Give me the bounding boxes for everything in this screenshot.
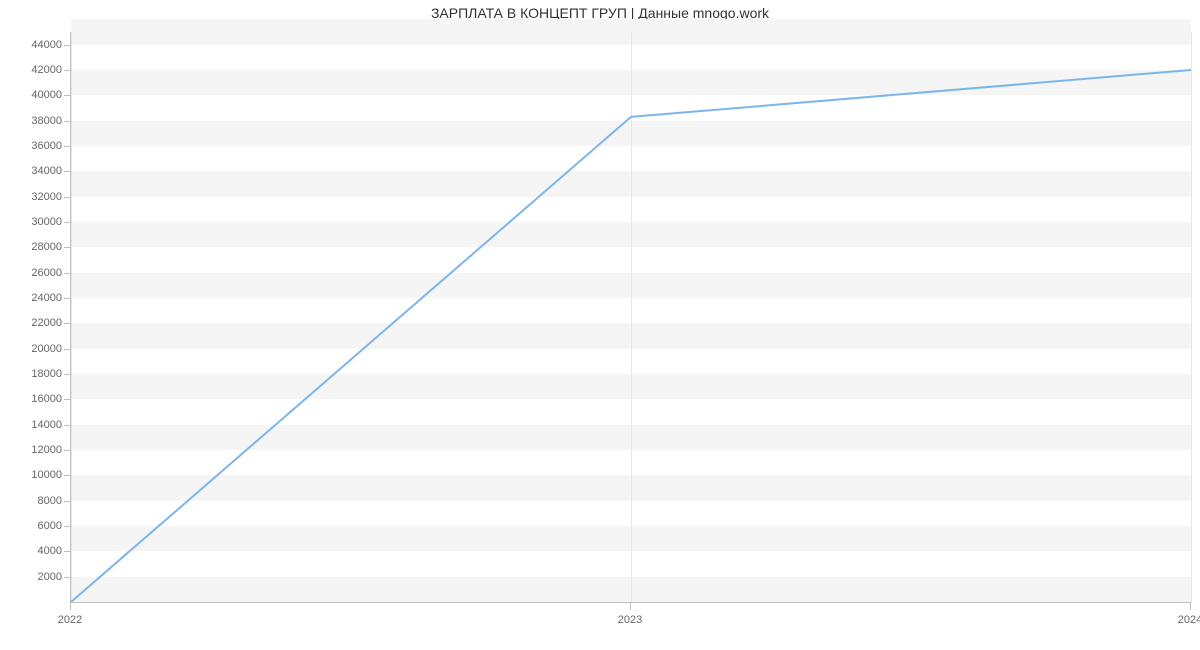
y-tick-label: 26000: [20, 267, 62, 279]
y-tick-label: 6000: [20, 520, 62, 532]
series-line-salary: [71, 70, 1191, 602]
y-tick-mark: [64, 399, 70, 400]
y-tick-label: 18000: [20, 368, 62, 380]
y-tick-label: 30000: [20, 216, 62, 228]
y-tick-label: 20000: [20, 343, 62, 355]
y-tick-mark: [64, 425, 70, 426]
x-tick-mark: [70, 602, 71, 610]
y-tick-mark: [64, 171, 70, 172]
y-tick-mark: [64, 45, 70, 46]
y-tick-label: 2000: [20, 571, 62, 583]
y-tick-mark: [64, 323, 70, 324]
y-tick-mark: [64, 222, 70, 223]
y-tick-mark: [64, 247, 70, 248]
y-tick-mark: [64, 577, 70, 578]
x-tick-mark: [1190, 602, 1191, 610]
y-tick-mark: [64, 551, 70, 552]
y-tick-label: 10000: [20, 469, 62, 481]
y-tick-label: 38000: [20, 115, 62, 127]
x-tick-label: 2023: [618, 614, 642, 626]
x-tick-label: 2024: [1178, 614, 1200, 626]
y-tick-label: 44000: [20, 39, 62, 51]
plot-area: [70, 32, 1191, 603]
y-tick-mark: [64, 121, 70, 122]
line-layer: [71, 32, 1191, 602]
y-tick-label: 16000: [20, 393, 62, 405]
y-tick-label: 28000: [20, 241, 62, 253]
y-tick-label: 32000: [20, 191, 62, 203]
y-tick-label: 36000: [20, 140, 62, 152]
y-tick-mark: [64, 349, 70, 350]
y-tick-mark: [64, 273, 70, 274]
y-tick-mark: [64, 526, 70, 527]
y-tick-mark: [64, 298, 70, 299]
y-tick-mark: [64, 374, 70, 375]
x-tick-label: 2022: [58, 614, 82, 626]
y-tick-label: 12000: [20, 444, 62, 456]
y-tick-mark: [64, 475, 70, 476]
y-tick-mark: [64, 450, 70, 451]
y-tick-mark: [64, 146, 70, 147]
y-tick-label: 4000: [20, 545, 62, 557]
y-tick-mark: [64, 70, 70, 71]
y-tick-label: 8000: [20, 495, 62, 507]
salary-line-chart: ЗАРПЛАТА В КОНЦЕПТ ГРУП | Данные mnogo.w…: [0, 0, 1200, 650]
y-tick-mark: [64, 95, 70, 96]
y-tick-label: 34000: [20, 165, 62, 177]
x-gridline: [1191, 32, 1192, 602]
y-tick-label: 24000: [20, 292, 62, 304]
y-tick-label: 42000: [20, 64, 62, 76]
y-tick-label: 14000: [20, 419, 62, 431]
y-tick-mark: [64, 197, 70, 198]
x-tick-mark: [630, 602, 631, 610]
y-tick-label: 40000: [20, 89, 62, 101]
y-tick-label: 22000: [20, 317, 62, 329]
y-tick-mark: [64, 501, 70, 502]
